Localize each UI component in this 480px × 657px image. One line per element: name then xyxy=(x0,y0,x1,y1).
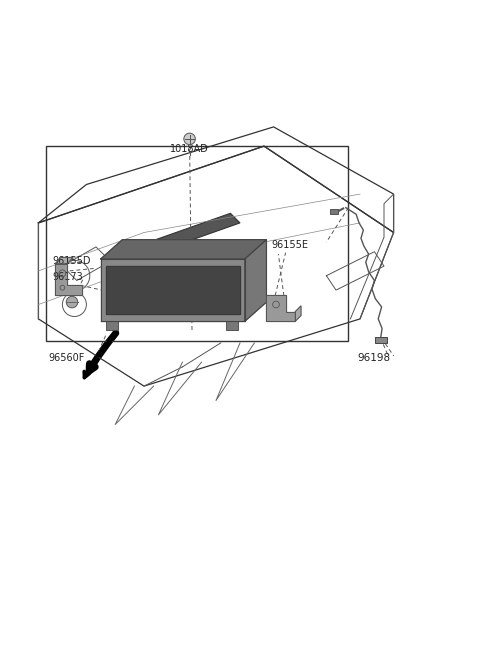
Polygon shape xyxy=(55,263,82,295)
Bar xyxy=(330,210,338,214)
Bar xyxy=(106,321,118,330)
Bar xyxy=(375,337,387,343)
Text: 96155D: 96155D xyxy=(53,256,91,265)
Polygon shape xyxy=(149,214,240,252)
Text: 96173: 96173 xyxy=(53,273,84,283)
Bar xyxy=(46,146,348,340)
Text: 96155E: 96155E xyxy=(271,240,308,250)
Circle shape xyxy=(184,133,195,145)
Circle shape xyxy=(66,296,78,308)
Polygon shape xyxy=(55,258,73,263)
Polygon shape xyxy=(101,259,245,321)
Polygon shape xyxy=(101,240,266,259)
Polygon shape xyxy=(295,306,301,321)
Polygon shape xyxy=(106,266,240,314)
FancyArrowPatch shape xyxy=(89,333,116,371)
Text: 1018AD: 1018AD xyxy=(170,144,209,154)
Text: 96198: 96198 xyxy=(358,353,391,363)
Bar xyxy=(226,321,238,330)
Text: 96560F: 96560F xyxy=(48,353,84,363)
Polygon shape xyxy=(266,295,295,321)
Polygon shape xyxy=(245,240,266,321)
